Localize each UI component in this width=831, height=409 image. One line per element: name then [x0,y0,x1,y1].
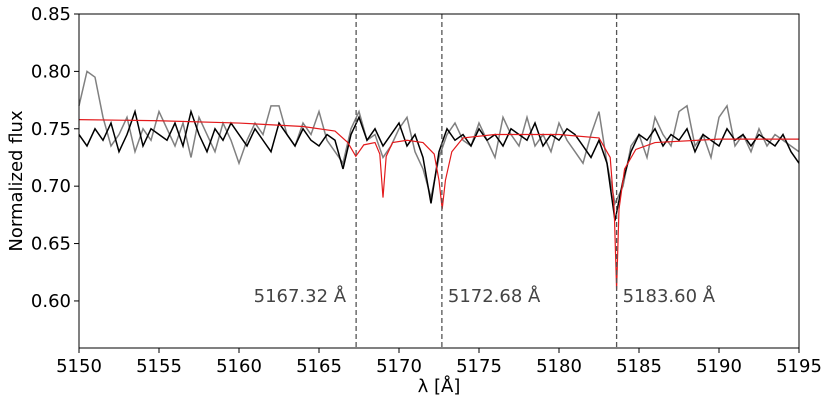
x-tick-label: 5150 [56,356,102,377]
annotation-label: 5183.60 Å [623,285,716,307]
y-tick-label: 0.65 [31,234,71,255]
x-tick-label: 5165 [296,356,342,377]
spectrum-line [78,118,799,290]
x-axis-label: λ [Å] [418,375,461,397]
x-tick-label: 5170 [376,356,422,377]
y-tick-label: 0.70 [31,176,71,197]
x-tick-label: 5155 [136,356,182,377]
spectrum-line [78,108,800,221]
x-tick-label: 5180 [536,356,582,377]
x-tick-label: 5185 [616,356,662,377]
x-tick-label: 5190 [696,356,742,377]
y-tick-label: 0.60 [31,291,71,312]
x-tick-label: 5195 [776,356,822,377]
x-tick-label: 5175 [456,356,502,377]
spectrum-line [78,70,800,206]
y-tick-label: 0.80 [31,61,71,82]
plot-frame [78,13,800,349]
y-tick-label: 0.85 [31,4,71,25]
annotation-label: 5167.32 Å [254,285,347,307]
annotation-label: 5172.68 Å [448,285,541,307]
x-tick-label: 5160 [216,356,262,377]
y-axis-label: Normalized flux [6,110,27,252]
y-tick-label: 0.75 [31,119,71,140]
